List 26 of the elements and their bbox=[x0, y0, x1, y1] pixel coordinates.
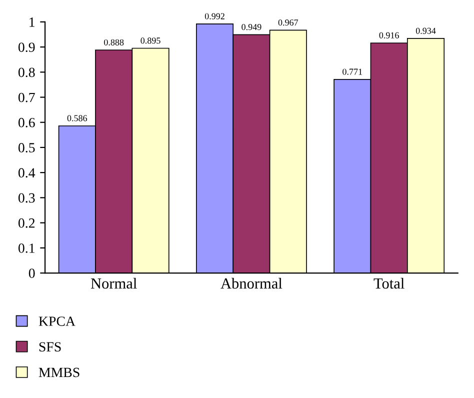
y-tick-label: 1 bbox=[30, 18, 34, 27]
data-label: 0.992 bbox=[204, 13, 224, 20]
data-label: 0.895 bbox=[140, 38, 160, 44]
y-tick-label: 0.8 bbox=[18, 68, 35, 78]
x-tick-label: Normal bbox=[90, 278, 137, 289]
y-tick-label: 0.9 bbox=[18, 42, 35, 52]
y-tick-label: 0 bbox=[28, 268, 35, 278]
data-label: 0.949 bbox=[242, 24, 262, 30]
x-tick-label: Total bbox=[374, 278, 404, 289]
data-label: 0.586 bbox=[67, 115, 88, 122]
data-label: 0.967 bbox=[278, 19, 298, 26]
y-tick-label: 0.7 bbox=[18, 92, 35, 102]
y-tick-label: 0.5 bbox=[18, 143, 35, 152]
data-label: 0.934 bbox=[416, 28, 436, 34]
legend-label: MMBS bbox=[38, 368, 80, 378]
y-tick-label: 0.1 bbox=[18, 243, 34, 253]
data-label: 0.916 bbox=[379, 32, 399, 38]
data-label: 0.888 bbox=[104, 39, 124, 46]
y-tick-label: 0.4 bbox=[18, 168, 36, 178]
legend-label: KPCA bbox=[38, 316, 76, 326]
y-tick-label: 0.6 bbox=[18, 118, 35, 128]
data-label: 0.771 bbox=[342, 68, 362, 75]
legend-label: SFS bbox=[39, 342, 61, 352]
y-tick-label: 0.3 bbox=[18, 193, 35, 203]
x-tick-label: Abnormal bbox=[220, 278, 282, 289]
y-tick-label: 0.2 bbox=[18, 218, 35, 228]
